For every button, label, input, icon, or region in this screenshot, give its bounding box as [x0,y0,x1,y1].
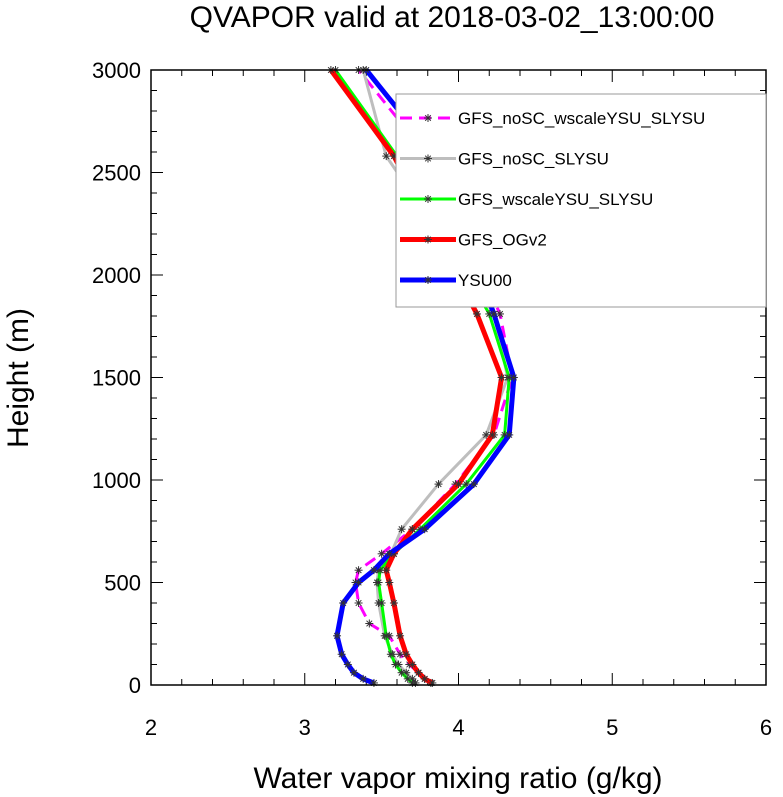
x-tick-label: 2 [145,715,157,740]
data-point [489,309,498,318]
data-point [339,599,348,607]
y-tick-label: 0 [129,673,141,698]
data-point [402,650,411,659]
data-point [488,430,497,439]
legend-label: YSU00 [458,271,512,290]
data-point [333,631,342,640]
y-axis-label: Height (m) [2,308,35,448]
data-point [359,674,368,683]
y-tick-label: 3000 [92,58,141,83]
x-tick-label: 4 [452,715,464,740]
chart-title: QVAPOR valid at 2018-03-02_13:00:00 [190,1,715,34]
data-point [497,373,506,382]
data-point [403,674,412,683]
series-4 [333,66,518,687]
data-point [408,525,417,534]
data-point [424,235,432,244]
data-point [396,631,405,640]
data-point [424,195,432,203]
data-point [354,578,363,587]
data-point [382,631,391,640]
x-tick-label: 5 [606,715,618,740]
data-point [509,373,518,382]
x-tick-label: 6 [760,715,772,740]
data-point [397,668,406,677]
data-point [434,480,443,489]
data-point [408,660,417,669]
legend-item: GFS_noSC_SLYSU [400,150,609,169]
legend-item: GFS_noSC_wscaleYSU_SLYSU [400,109,705,128]
series-3 [326,66,506,687]
y-tick-label: 1500 [92,366,141,391]
legend-item: GFS_wscaleYSU_SLYSU [400,190,653,209]
data-point [424,114,432,122]
legend-box [395,93,767,308]
legend: GFS_noSC_wscaleYSU_SLYSU GFS_noSC_SLYSU GF… [395,93,767,308]
data-point [374,578,383,587]
data-point [337,650,346,659]
x-axis-label: Water vapor mixing ratio (g/kg) [253,762,662,795]
legend-label: GFS_noSC_SLYSU [458,150,609,169]
data-point [472,309,481,318]
data-point [385,549,394,558]
data-point [396,650,405,659]
tick-labels: 2 3 4 5 6 0 500 1000 1500 2000 2500 3000 [92,58,772,740]
data-point [414,668,423,677]
data-point [354,566,363,575]
y-tick-label: 2500 [92,161,141,186]
data-point [469,480,478,489]
y-tick-label: 2000 [92,263,141,288]
data-point [397,525,406,534]
data-point [349,668,358,677]
plot-frame [150,69,767,686]
data-point [343,660,352,669]
data-point [377,599,386,607]
plot-area [326,66,518,687]
data-point [382,566,391,575]
data-point [496,309,505,318]
data-point [420,525,429,534]
legend-label: GFS_wscaleYSU_SLYSU [458,190,653,209]
data-point [385,578,394,587]
data-point [505,430,514,439]
legend-item: GFS_OGv2 [400,231,547,250]
legend-label: GFS_OGv2 [458,231,547,250]
data-point [454,480,463,489]
data-point [354,599,363,607]
data-point [389,599,398,607]
data-point [424,276,432,284]
data-point [462,480,471,489]
data-point [420,674,429,683]
y-tick-label: 500 [104,571,141,596]
data-point [386,650,395,659]
data-point [424,154,432,163]
data-point [369,566,378,575]
data-point [377,549,386,558]
legend-item: YSU00 [400,271,512,290]
y-tick-label: 1000 [92,468,141,493]
data-point [365,619,374,628]
x-tick-label: 3 [299,715,311,740]
legend-label: GFS_noSC_wscaleYSU_SLYSU [458,109,705,128]
data-point [391,660,400,669]
data-point [382,152,391,161]
